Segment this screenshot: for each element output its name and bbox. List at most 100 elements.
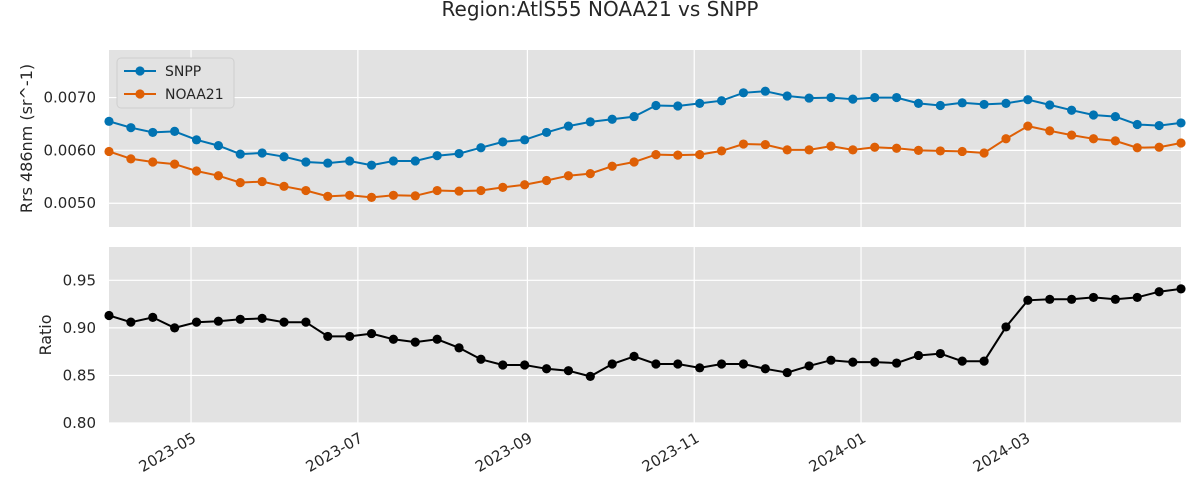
data-point: [498, 137, 508, 147]
y-tick-label: 0.80: [63, 414, 96, 432]
data-point: [1088, 292, 1099, 303]
data-point: [957, 356, 967, 366]
data-point: [870, 357, 880, 367]
data-point: [454, 343, 464, 353]
data-point: [607, 161, 617, 171]
legend-marker-noaa21: [135, 89, 145, 99]
data-point: [935, 348, 945, 359]
data-point: [979, 356, 989, 366]
data-point: [782, 367, 792, 378]
data-point: [191, 135, 202, 145]
data-point: [104, 310, 114, 321]
data-point: [1067, 105, 1077, 115]
data-point: [213, 316, 223, 326]
data-point: [1110, 111, 1120, 122]
data-point: [629, 351, 639, 362]
data-point: [235, 314, 245, 324]
data-point: [126, 123, 136, 133]
data-point: [913, 145, 924, 155]
x-tick-label: 2023-05: [136, 429, 199, 476]
data-point: [257, 176, 267, 187]
data-point: [476, 185, 486, 196]
data-point: [738, 359, 749, 369]
data-point: [104, 116, 114, 126]
data-point: [235, 178, 245, 188]
y-tick-label: 0.0060: [44, 141, 97, 159]
data-point: [1001, 98, 1011, 108]
series-ratio: [104, 284, 1186, 381]
data-point: [651, 150, 661, 160]
data-point: [235, 149, 245, 159]
data-point: [957, 146, 967, 157]
data-point: [957, 98, 967, 108]
data-point: [1132, 292, 1142, 303]
y-tick-label: 0.90: [63, 319, 96, 337]
data-point: [279, 181, 289, 191]
y-axis-label: Rrs 486nm (sr^-1): [17, 64, 36, 213]
data-point: [366, 160, 377, 170]
data-point: [738, 88, 749, 98]
x-tick-label: 2023-07: [303, 429, 366, 476]
data-point: [1045, 294, 1055, 304]
data-point: [366, 192, 377, 203]
data-point: [585, 169, 595, 179]
data-point: [782, 145, 792, 155]
data-point: [607, 114, 617, 124]
data-point: [148, 312, 158, 322]
data-point: [323, 331, 333, 342]
data-point: [1154, 120, 1164, 131]
data-point: [520, 180, 530, 190]
data-point: [826, 141, 836, 151]
data-point: [1023, 95, 1033, 105]
plot-area: [109, 247, 1181, 423]
data-point: [848, 145, 858, 155]
data-point: [1023, 121, 1033, 131]
panel-ratio: 0.80 0.85 0.90 0.95 Ratio 2023-05 2023-07 2023-…: [36, 247, 1186, 476]
data-point: [716, 359, 727, 369]
data-point: [1067, 294, 1077, 304]
data-point: [891, 358, 902, 368]
data-point: [191, 317, 202, 327]
legend-label-noaa21: NOAA21: [165, 87, 224, 103]
data-point: [738, 139, 749, 149]
data-point: [1045, 126, 1055, 136]
data-point: [607, 359, 617, 369]
figure-title: Region:AtlS55 NOAA21 vs SNPP: [442, 0, 759, 21]
data-point: [979, 148, 989, 158]
data-point: [323, 191, 333, 201]
series-noaa21: [104, 121, 1186, 203]
data-point: [870, 92, 880, 103]
data-point: [563, 366, 574, 376]
data-point: [388, 190, 399, 200]
data-point: [695, 150, 705, 160]
data-point: [520, 135, 530, 145]
legend-label-snpp: SNPP: [165, 64, 201, 80]
data-point: [476, 143, 486, 153]
data-point: [673, 101, 683, 111]
data-point: [498, 360, 508, 370]
data-point: [826, 92, 836, 103]
data-point: [410, 156, 420, 166]
data-point: [520, 360, 530, 370]
data-point: [388, 334, 399, 344]
series-snpp: [104, 86, 1186, 170]
data-point: [913, 98, 924, 108]
data-point: [1001, 134, 1011, 144]
data-point: [563, 121, 574, 131]
data-point: [170, 159, 180, 169]
data-point: [1088, 110, 1099, 120]
legend-marker-snpp: [135, 66, 145, 76]
x-tick-label: 2023-11: [639, 429, 702, 476]
data-point: [279, 152, 289, 162]
data-point: [257, 148, 267, 158]
data-point: [148, 127, 158, 138]
data-point: [695, 98, 705, 108]
y-tick-label: 0.85: [63, 366, 96, 384]
data-point: [760, 139, 770, 150]
data-point: [563, 171, 574, 181]
data-point: [170, 126, 180, 136]
data-point: [826, 355, 836, 365]
plot-area: [109, 50, 1181, 227]
data-point: [979, 99, 989, 110]
